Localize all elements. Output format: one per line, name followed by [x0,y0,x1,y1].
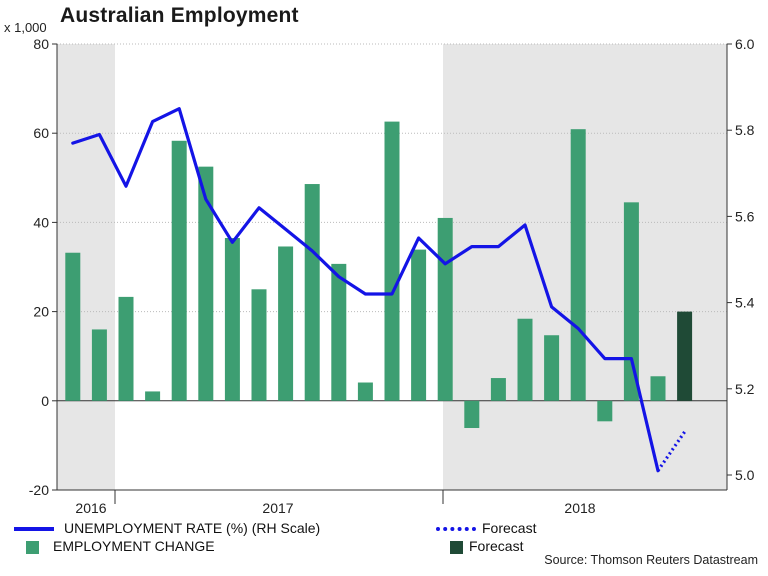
employment-bar [570,129,586,401]
employment-bar [251,289,267,401]
legend-change-forecast-label: Forecast [469,538,524,554]
legend-change-label: EMPLOYMENT CHANGE [53,538,215,554]
left-axis-unit: x 1,000 [4,20,47,35]
employment-forecast-bar [677,311,693,401]
employment-bar [357,382,373,401]
legend-change-forecast: Forecast [423,538,523,554]
chart-title: Australian Employment [60,4,299,27]
right-axis-tick-label: 6.0 [735,36,755,52]
source-note: Source: Thomson Reuters Datastream [544,553,758,567]
right-axis-tick-label: 5.4 [735,295,755,311]
left-axis-tick-label: -20 [29,482,49,498]
right-axis-tick-label: 5.0 [735,467,755,483]
employment-bar [171,140,187,401]
legend-rate-forecast-swatch [436,527,476,532]
employment-bar [304,184,320,401]
employment-bar [65,252,81,401]
employment-bar [544,335,560,401]
legend-rate-label: UNEMPLOYMENT RATE (%) (RH Scale) [64,520,321,536]
employment-bar [278,246,294,401]
left-axis-tick-label: 0 [41,393,49,409]
legend-change: EMPLOYMENT CHANGE [0,538,215,554]
employment-bar [464,400,480,429]
legend-rate: UNEMPLOYMENT RATE (%) (RH Scale) [14,520,320,536]
employment-bar [650,376,666,401]
legend-rate-forecast: Forecast [436,520,536,536]
right-axis-tick-label: 5.6 [735,208,755,224]
employment-bar [597,400,613,422]
legend-change-forecast-swatch [450,540,463,554]
left-axis-tick-label: 40 [33,214,49,230]
employment-bar [91,329,107,401]
x-axis-year-label: 2018 [564,500,595,516]
left-axis-tick-label: 80 [33,36,49,52]
legend-rate-swatch [14,527,54,532]
left-axis-tick-label: 20 [33,304,49,320]
x-axis-year-label: 2016 [75,500,106,516]
employment-bar [145,391,161,401]
employment-bar [517,318,533,401]
employment-bar [198,166,214,401]
employment-bar [437,217,453,401]
employment-bar [118,296,134,401]
employment-bar [224,238,240,401]
legend-rate-forecast-label: Forecast [482,520,537,536]
unemployment-line [71,107,660,473]
employment-bar [331,263,347,401]
legend-change-swatch [26,540,39,554]
employment-bar [384,121,400,401]
employment-bar [490,378,506,401]
employment-bar [623,202,639,401]
right-axis-tick-label: 5.8 [735,122,755,138]
employment-bar [411,249,427,401]
right-axis-tick-label: 5.2 [735,381,755,397]
x-axis-year-label: 2017 [262,500,293,516]
left-axis-tick-label: 60 [33,125,49,141]
